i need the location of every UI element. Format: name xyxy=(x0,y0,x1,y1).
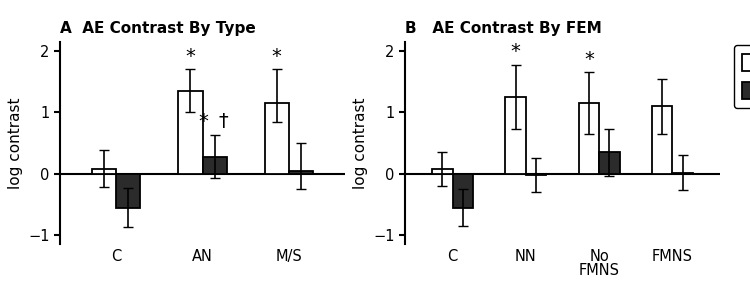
Bar xyxy=(673,173,693,174)
Bar xyxy=(652,106,673,174)
Text: *: * xyxy=(511,42,520,61)
Bar xyxy=(432,169,452,174)
Bar xyxy=(178,91,203,174)
Bar xyxy=(526,174,547,175)
Bar xyxy=(506,97,526,174)
Y-axis label: log contrast: log contrast xyxy=(8,97,22,189)
Text: *: * xyxy=(199,112,208,131)
Text: †: † xyxy=(218,112,228,131)
Bar xyxy=(265,103,289,174)
Text: B   AE Contrast By FEM: B AE Contrast By FEM xyxy=(405,21,602,36)
Legend: C14, C4: C14, C4 xyxy=(734,45,750,108)
Bar xyxy=(452,174,473,207)
Bar xyxy=(599,152,619,174)
Text: *: * xyxy=(272,47,282,66)
Text: *: * xyxy=(584,50,594,69)
Bar xyxy=(202,156,226,174)
Bar xyxy=(289,171,313,174)
Bar xyxy=(92,169,116,174)
Bar xyxy=(116,174,140,207)
Y-axis label: log contrast: log contrast xyxy=(352,97,368,189)
Bar xyxy=(578,103,599,174)
Text: *: * xyxy=(185,47,195,66)
Text: A  AE Contrast By Type: A AE Contrast By Type xyxy=(60,21,256,36)
